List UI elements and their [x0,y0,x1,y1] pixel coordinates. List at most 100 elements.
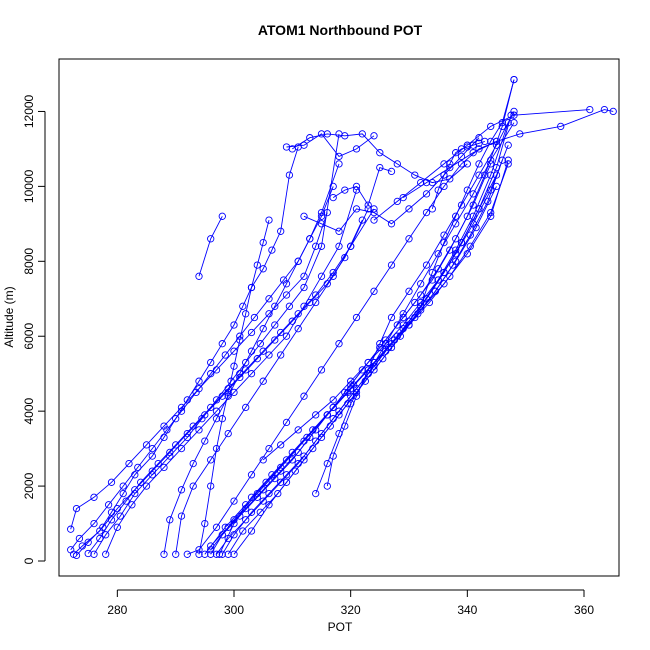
data-point [242,516,250,524]
data-point [335,340,343,348]
data-point [431,287,439,295]
data-point [399,193,407,202]
data-point [317,242,326,250]
data-point [282,291,291,299]
data-point [326,422,334,430]
data-point [387,261,396,269]
data-point [242,403,250,412]
data-point [487,122,495,131]
data-point [475,171,483,179]
data-point [75,534,84,543]
x-axis: 280 300 320 340 360 [107,589,594,617]
data-point [387,313,396,322]
data-point [446,246,454,254]
data-point [177,486,186,494]
data-point [277,328,285,337]
y-tick-label: 8000 [22,248,36,275]
data-point [207,550,215,558]
data-point [218,212,226,220]
data-point [422,178,431,187]
series-19 [207,156,512,554]
data-point [160,463,168,472]
data-point [236,336,244,344]
data-point [358,366,366,374]
data-point [370,358,378,367]
data-point [352,392,361,400]
series-line [70,212,328,530]
data-point [291,467,299,475]
data-point [312,298,320,307]
data-point [341,186,349,194]
data-point [329,272,337,280]
data-point [247,471,256,479]
data-point [116,512,124,520]
data-point [90,550,98,558]
data-point [347,385,355,393]
x-tick-label: 320 [341,603,361,617]
data-point [177,403,186,412]
data-point [457,238,466,247]
data-point [347,242,355,250]
data-point [504,156,512,164]
data-point [230,497,238,505]
data-point [300,456,308,464]
data-point [393,160,401,168]
data-point [268,246,276,254]
data-point [271,302,279,310]
series-line [93,133,340,555]
series-line [198,216,223,277]
data-point [393,197,401,206]
data-point [172,415,180,423]
data-point [256,340,264,348]
data-point [224,429,232,438]
series-2 [67,182,337,554]
y-tick-label: 10000 [22,169,36,203]
data-point [379,355,387,363]
data-point [212,523,221,531]
data-point [90,493,98,501]
data-point [72,551,81,560]
data-point [487,186,495,194]
data-point [487,171,495,179]
data-point [189,459,197,468]
x-tick-label: 280 [107,603,127,617]
data-point [274,489,282,498]
data-point [215,550,224,558]
data-point [294,257,302,265]
data-point [271,321,279,329]
data-point [242,358,250,367]
data-point [323,411,331,419]
data-point [224,388,232,397]
series-line [326,111,515,487]
data-point [510,119,518,127]
data-point [212,407,221,415]
series-9 [195,216,273,558]
data-point [422,190,431,198]
series-6 [67,208,331,533]
data-point [242,366,250,374]
data-point [90,519,98,528]
y-tick-label: 0 [22,557,36,564]
data-point [463,160,471,168]
data-point [265,351,273,359]
series-line [210,160,509,551]
data-point [475,160,483,168]
data-point [282,456,291,464]
data-point [417,291,425,299]
y-tick-label: 2000 [22,472,36,499]
data-point [259,238,267,247]
data-point [364,366,372,374]
data-point [300,392,308,400]
data-point [370,205,378,213]
data-point [230,516,238,524]
data-point [387,220,396,228]
data-point [195,272,203,280]
chart-title: ATOM1 Northbound POT [258,22,423,38]
data-point [452,257,460,265]
data-point [67,546,75,554]
data-point [198,415,206,423]
data-point [172,550,180,558]
data-point [358,216,366,224]
data-point [294,325,302,333]
